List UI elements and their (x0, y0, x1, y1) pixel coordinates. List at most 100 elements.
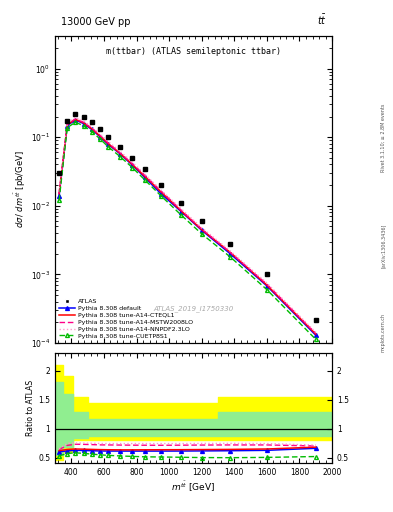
Pythia 8.308 tune-A14-CTEQL1 (89, 125, 94, 132)
Y-axis label: Ratio to ATLAS: Ratio to ATLAS (26, 380, 35, 436)
Pythia 8.308 tune-A14-MSTW2008LO (57, 190, 61, 197)
Pythia 8.308 tune-A14-MSTW2008LO (81, 119, 86, 125)
Pythia 8.308 tune-A14-CTEQL1 (106, 140, 110, 146)
Pythia 8.308 tune-CUETP8S1 (65, 124, 70, 131)
Text: Rivet 3.1.10; ≥ 2.8M events: Rivet 3.1.10; ≥ 2.8M events (381, 104, 386, 173)
ATLAS (228, 241, 233, 247)
Pythia 8.308 tune-A14-NNPDF2.3LO (65, 120, 70, 126)
Pythia 8.308 tune-A14-NNPDF2.3LO (118, 148, 123, 155)
ATLAS (89, 119, 94, 125)
ATLAS (118, 144, 123, 150)
Pythia 8.308 default (118, 151, 123, 157)
Pythia 8.308 tune-A14-CTEQL1 (142, 173, 147, 179)
Pythia 8.308 tune-A14-NNPDF2.3LO (314, 329, 318, 335)
Pythia 8.308 tune-CUETP8S1 (179, 212, 184, 218)
Pythia 8.308 tune-A14-MSTW2008LO (179, 207, 184, 214)
ATLAS (199, 218, 204, 224)
Pythia 8.308 tune-A14-MSTW2008LO (118, 150, 123, 156)
Pythia 8.308 tune-CUETP8S1 (264, 287, 269, 293)
Pythia 8.308 tune-A14-CTEQL1 (57, 190, 61, 197)
ATLAS (179, 200, 184, 206)
ATLAS (142, 166, 147, 173)
Pythia 8.308 tune-A14-NNPDF2.3LO (159, 187, 163, 193)
Pythia 8.308 tune-A14-CTEQL1 (314, 331, 318, 337)
Pythia 8.308 default (97, 134, 102, 140)
Pythia 8.308 tune-A14-CTEQL1 (97, 133, 102, 139)
Pythia 8.308 tune-A14-NNPDF2.3LO (130, 159, 135, 165)
ATLAS (130, 155, 135, 161)
Pythia 8.308 tune-A14-MSTW2008LO (97, 132, 102, 138)
ATLAS (81, 114, 86, 120)
ATLAS (314, 316, 318, 323)
Pythia 8.308 default (264, 283, 269, 289)
Pythia 8.308 tune-A14-MSTW2008LO (228, 249, 233, 255)
ATLAS (159, 182, 163, 188)
ATLAS (57, 170, 61, 176)
ATLAS (73, 111, 78, 117)
Pythia 8.308 tune-A14-CTEQL1 (118, 151, 123, 157)
Pythia 8.308 tune-A14-NNPDF2.3LO (142, 171, 147, 177)
Pythia 8.308 tune-A14-CTEQL1 (73, 116, 78, 122)
Pythia 8.308 tune-CUETP8S1 (89, 129, 94, 135)
Pythia 8.308 tune-CUETP8S1 (142, 177, 147, 183)
Pythia 8.308 tune-CUETP8S1 (73, 119, 78, 125)
Text: $t\bar{t}$: $t\bar{t}$ (317, 13, 327, 27)
ATLAS (97, 126, 102, 133)
Line: Pythia 8.308 tune-A14-CTEQL1: Pythia 8.308 tune-A14-CTEQL1 (59, 119, 316, 334)
Text: mcplots.cern.ch: mcplots.cern.ch (381, 313, 386, 352)
Pythia 8.308 tune-A14-CTEQL1 (81, 120, 86, 126)
Pythia 8.308 tune-A14-MSTW2008LO (73, 116, 78, 122)
Pythia 8.308 tune-A14-CTEQL1 (179, 208, 184, 214)
Pythia 8.308 tune-A14-MSTW2008LO (89, 125, 94, 131)
Pythia 8.308 tune-CUETP8S1 (57, 197, 61, 203)
Pythia 8.308 tune-A14-CTEQL1 (159, 189, 163, 195)
Text: 13000 GeV pp: 13000 GeV pp (61, 16, 130, 27)
Pythia 8.308 tune-A14-MSTW2008LO (199, 226, 204, 232)
Pythia 8.308 tune-CUETP8S1 (106, 143, 110, 150)
Pythia 8.308 tune-A14-NNPDF2.3LO (57, 189, 61, 195)
Pythia 8.308 default (159, 190, 163, 197)
ATLAS (65, 117, 70, 123)
Pythia 8.308 tune-A14-NNPDF2.3LO (106, 138, 110, 144)
Line: ATLAS: ATLAS (57, 112, 318, 322)
Pythia 8.308 default (106, 141, 110, 147)
Pythia 8.308 tune-A14-NNPDF2.3LO (179, 206, 184, 212)
Pythia 8.308 tune-CUETP8S1 (81, 123, 86, 129)
ATLAS (264, 271, 269, 278)
Line: Pythia 8.308 tune-A14-MSTW2008LO: Pythia 8.308 tune-A14-MSTW2008LO (59, 119, 316, 333)
Line: Pythia 8.308 tune-A14-NNPDF2.3LO: Pythia 8.308 tune-A14-NNPDF2.3LO (59, 118, 316, 332)
Line: Pythia 8.308 default: Pythia 8.308 default (57, 118, 318, 337)
Pythia 8.308 tune-A14-CTEQL1 (199, 226, 204, 232)
Pythia 8.308 tune-A14-MSTW2008LO (314, 330, 318, 336)
Pythia 8.308 tune-A14-MSTW2008LO (130, 161, 135, 167)
Pythia 8.308 default (73, 117, 78, 123)
Pythia 8.308 default (179, 209, 184, 215)
Pythia 8.308 tune-CUETP8S1 (199, 231, 204, 237)
Pythia 8.308 tune-A14-MSTW2008LO (65, 121, 70, 127)
Pythia 8.308 default (130, 162, 135, 168)
Pythia 8.308 tune-A14-NNPDF2.3LO (228, 248, 233, 254)
Pythia 8.308 tune-CUETP8S1 (314, 336, 318, 343)
Pythia 8.308 tune-A14-NNPDF2.3LO (199, 225, 204, 231)
Pythia 8.308 default (89, 126, 94, 133)
Pythia 8.308 tune-A14-MSTW2008LO (159, 188, 163, 194)
Pythia 8.308 default (57, 193, 61, 199)
Legend: ATLAS, Pythia 8.308 default, Pythia 8.308 tune-A14-CTEQL1, Pythia 8.308 tune-A14: ATLAS, Pythia 8.308 default, Pythia 8.30… (58, 297, 194, 340)
Pythia 8.308 tune-A14-MSTW2008LO (264, 281, 269, 287)
ATLAS (106, 134, 110, 140)
X-axis label: $m^{t\bar{t}}$ [GeV]: $m^{t\bar{t}}$ [GeV] (171, 480, 216, 495)
Text: ATLAS_2019_I1750330: ATLAS_2019_I1750330 (153, 306, 234, 312)
Pythia 8.308 tune-A14-NNPDF2.3LO (89, 124, 94, 130)
Pythia 8.308 default (314, 332, 318, 338)
Pythia 8.308 tune-A14-MSTW2008LO (106, 140, 110, 146)
Text: [arXiv:1306.3436]: [arXiv:1306.3436] (381, 224, 386, 268)
Pythia 8.308 tune-A14-CTEQL1 (264, 282, 269, 288)
Pythia 8.308 tune-CUETP8S1 (97, 136, 102, 142)
Pythia 8.308 tune-A14-CTEQL1 (65, 122, 70, 128)
Pythia 8.308 default (228, 251, 233, 257)
Pythia 8.308 tune-A14-CTEQL1 (228, 249, 233, 255)
Pythia 8.308 tune-CUETP8S1 (159, 193, 163, 199)
Pythia 8.308 default (142, 174, 147, 180)
Pythia 8.308 tune-A14-MSTW2008LO (142, 172, 147, 178)
Pythia 8.308 default (65, 122, 70, 129)
